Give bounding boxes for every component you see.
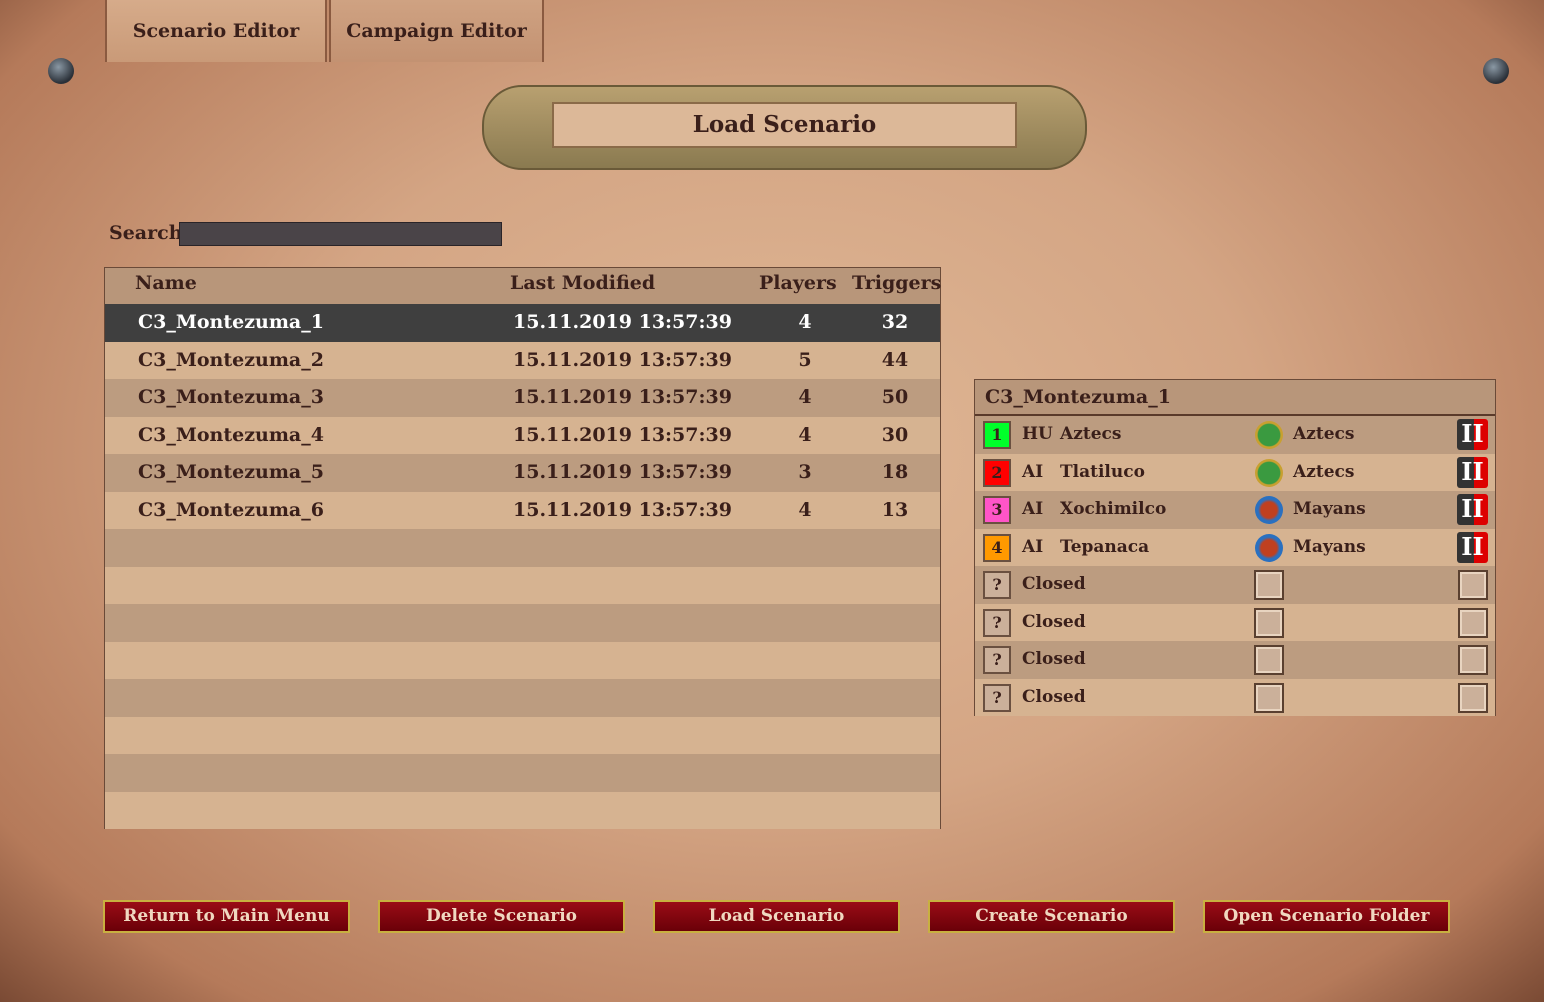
player-row: 3 AI Xochimilco Mayans II bbox=[975, 491, 1495, 529]
player-color-button[interactable]: 4 bbox=[983, 533, 1011, 562]
bolt-icon bbox=[48, 58, 74, 84]
table-row[interactable]: C3_Montezuma_3 15.11.2019 13:57:39 4 50 bbox=[105, 379, 940, 417]
cell-name: C3_Montezuma_6 bbox=[138, 498, 324, 521]
player-name[interactable]: Aztecs bbox=[1060, 424, 1122, 444]
team-button[interactable]: II bbox=[1457, 531, 1488, 563]
tab-campaign-editor[interactable]: Campaign Editor bbox=[329, 0, 544, 62]
cell-modified: 15.11.2019 13:57:39 bbox=[513, 386, 732, 408]
table-header: Name Last Modified Players Triggers bbox=[105, 268, 942, 304]
table-row[interactable]: C3_Montezuma_2 15.11.2019 13:57:39 5 44 bbox=[105, 341, 940, 379]
table-row bbox=[105, 566, 940, 604]
table-row bbox=[105, 716, 940, 754]
table-row bbox=[105, 791, 940, 829]
table-row bbox=[105, 679, 940, 717]
player-type[interactable]: AI bbox=[1022, 536, 1044, 557]
closed-slot-row: ? Closed bbox=[975, 641, 1495, 679]
load-scenario-button[interactable]: Load Scenario bbox=[653, 900, 900, 933]
cell-name: C3_Montezuma_3 bbox=[138, 386, 324, 408]
civ-empty-slot[interactable] bbox=[1254, 607, 1284, 638]
tab-scenario-editor[interactable]: Scenario Editor bbox=[105, 0, 327, 62]
table-row bbox=[105, 754, 940, 792]
col-players[interactable]: Players bbox=[759, 272, 837, 294]
team-button[interactable]: II bbox=[1457, 494, 1488, 525]
create-scenario-button[interactable]: Create Scenario bbox=[928, 900, 1175, 933]
slot-status[interactable]: Closed bbox=[1022, 574, 1086, 594]
cell-modified: 15.11.2019 13:57:39 bbox=[513, 461, 732, 483]
team-empty-slot[interactable] bbox=[1458, 607, 1488, 638]
table-row[interactable]: C3_Montezuma_1 15.11.2019 13:57:39 4 32 bbox=[105, 304, 940, 342]
cell-modified: 15.11.2019 13:57:39 bbox=[513, 348, 732, 371]
closed-slot-row: ? Closed bbox=[975, 678, 1495, 716]
player-row: 4 AI Tepanaca Mayans II bbox=[975, 528, 1495, 566]
table-row[interactable]: C3_Montezuma_6 15.11.2019 13:57:39 4 13 bbox=[105, 491, 940, 529]
slot-status[interactable]: Closed bbox=[1022, 611, 1086, 632]
player-name[interactable]: Xochimilco bbox=[1060, 499, 1167, 519]
player-row: 1 HU Aztecs Aztecs II bbox=[975, 416, 1495, 454]
closed-slot-row: ? Closed bbox=[975, 566, 1495, 604]
scenario-details-panel: C3_Montezuma_1 1 HU Aztecs Aztecs II 2 AI… bbox=[974, 379, 1496, 716]
scenario-table: Name Last Modified Players Triggers C3_M… bbox=[104, 267, 941, 829]
player-civ[interactable]: Aztecs bbox=[1293, 461, 1355, 482]
player-name[interactable]: Tlatiluco bbox=[1060, 461, 1145, 482]
closed-slot-row: ? Closed bbox=[975, 603, 1495, 641]
search-label: Search bbox=[109, 222, 183, 244]
cell-name: C3_Montezuma_1 bbox=[138, 311, 324, 333]
cell-modified: 15.11.2019 13:57:39 bbox=[513, 498, 732, 521]
mayans-emblem-icon bbox=[1255, 533, 1283, 562]
col-last-modified[interactable]: Last Modified bbox=[510, 272, 656, 294]
player-color-button[interactable]: 1 bbox=[983, 421, 1011, 449]
slot-color-button[interactable]: ? bbox=[983, 646, 1011, 674]
table-row bbox=[105, 604, 940, 642]
player-type[interactable]: HU bbox=[1022, 424, 1053, 444]
team-button[interactable]: II bbox=[1457, 456, 1488, 488]
team-empty-slot[interactable] bbox=[1458, 682, 1488, 713]
slot-status[interactable]: Closed bbox=[1022, 649, 1086, 669]
cell-modified: 15.11.2019 13:57:39 bbox=[513, 423, 732, 446]
cell-name: C3_Montezuma_2 bbox=[138, 348, 324, 371]
player-row: 2 AI Tlatiluco Aztecs II bbox=[975, 453, 1495, 491]
team-button[interactable]: II bbox=[1457, 419, 1488, 450]
mayans-emblem-icon bbox=[1255, 496, 1283, 524]
player-color-button[interactable]: 3 bbox=[983, 496, 1011, 524]
player-civ[interactable]: Mayans bbox=[1293, 499, 1366, 519]
aztecs-emblem-icon bbox=[1255, 421, 1283, 449]
table-row[interactable]: C3_Montezuma_5 15.11.2019 13:57:39 3 18 bbox=[105, 454, 940, 492]
civ-empty-slot[interactable] bbox=[1254, 570, 1284, 600]
cell-name: C3_Montezuma_5 bbox=[138, 461, 324, 483]
cell-name: C3_Montezuma_4 bbox=[138, 423, 324, 446]
team-empty-slot[interactable] bbox=[1458, 645, 1488, 675]
slot-color-button[interactable]: ? bbox=[983, 608, 1011, 637]
details-title: C3_Montezuma_1 bbox=[975, 380, 1495, 416]
civ-empty-slot[interactable] bbox=[1254, 682, 1284, 713]
slot-status[interactable]: Closed bbox=[1022, 686, 1086, 707]
player-civ[interactable]: Aztecs bbox=[1293, 424, 1355, 444]
col-name[interactable]: Name bbox=[135, 272, 197, 294]
bolt-icon bbox=[1483, 58, 1509, 84]
player-color-button[interactable]: 2 bbox=[983, 458, 1011, 487]
player-type[interactable]: AI bbox=[1022, 461, 1044, 482]
open-scenario-folder-button[interactable]: Open Scenario Folder bbox=[1203, 900, 1450, 933]
table-row bbox=[105, 529, 940, 567]
player-type[interactable]: AI bbox=[1022, 499, 1044, 519]
player-civ[interactable]: Mayans bbox=[1293, 536, 1366, 557]
delete-scenario-button[interactable]: Delete Scenario bbox=[378, 900, 625, 933]
slot-color-button[interactable]: ? bbox=[983, 683, 1011, 712]
col-triggers[interactable]: Triggers bbox=[852, 272, 942, 294]
cell-modified: 15.11.2019 13:57:39 bbox=[513, 311, 732, 333]
aztecs-emblem-icon bbox=[1255, 458, 1283, 487]
civ-empty-slot[interactable] bbox=[1254, 645, 1284, 675]
table-row bbox=[105, 641, 940, 679]
player-name[interactable]: Tepanaca bbox=[1060, 536, 1150, 557]
team-empty-slot[interactable] bbox=[1458, 570, 1488, 600]
page-title: Load Scenario bbox=[552, 102, 1017, 148]
slot-color-button[interactable]: ? bbox=[983, 571, 1011, 599]
search-input[interactable] bbox=[179, 222, 502, 246]
return-to-main-menu-button[interactable]: Return to Main Menu bbox=[103, 900, 350, 933]
table-row[interactable]: C3_Montezuma_4 15.11.2019 13:57:39 4 30 bbox=[105, 416, 940, 454]
title-banner: Load Scenario bbox=[412, 80, 1157, 175]
